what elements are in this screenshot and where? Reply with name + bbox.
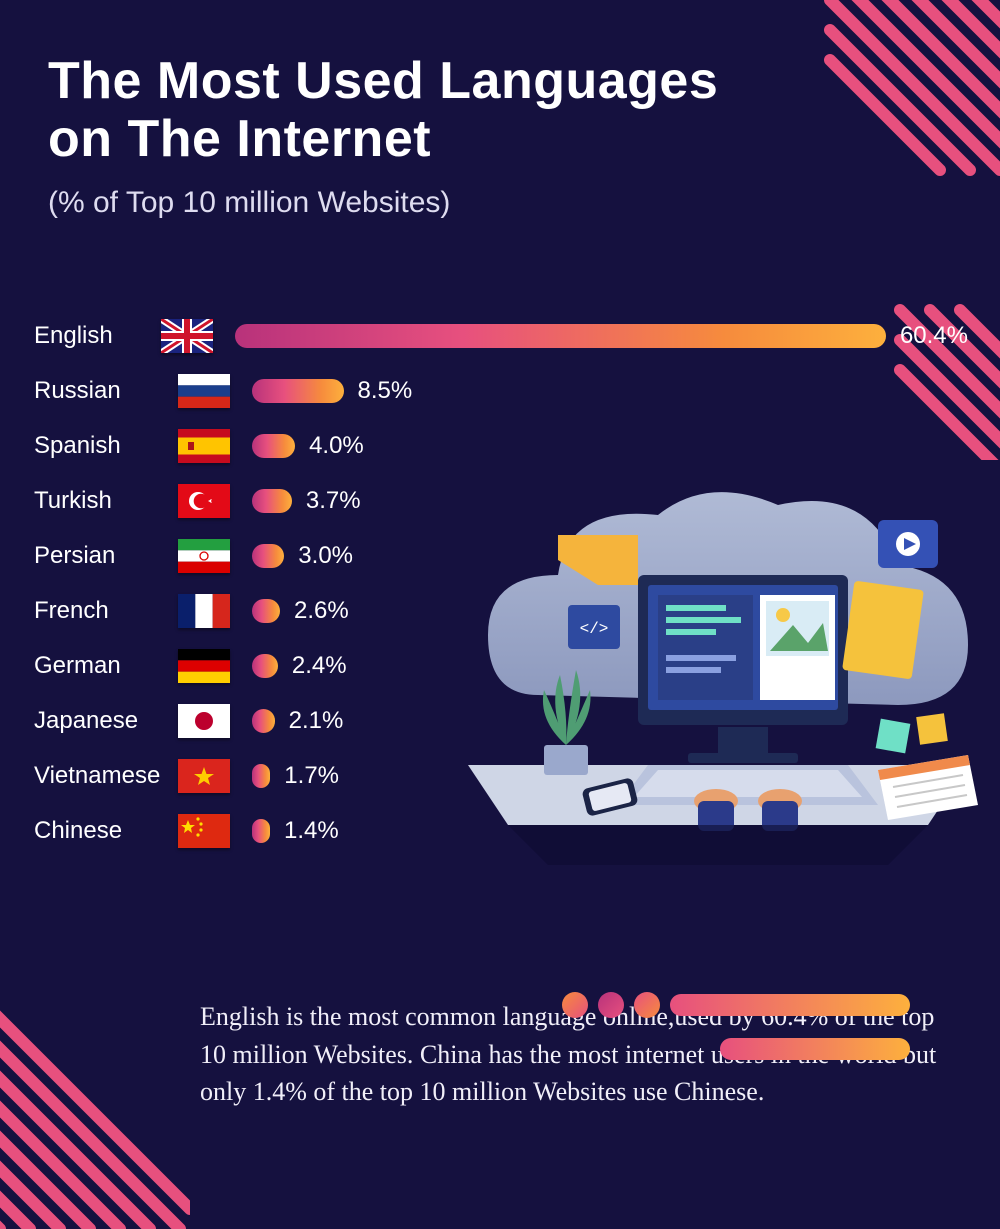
flag-icon: [178, 704, 230, 738]
bar-fill: [252, 654, 278, 678]
flag-icon: [178, 484, 230, 518]
footer-decor: [562, 992, 910, 1060]
percentage-label: 1.7%: [284, 762, 339, 790]
header: The Most Used Languages on The Internet …: [48, 52, 718, 220]
decor-dot: [634, 992, 660, 1018]
footer: English is the most common language onli…: [200, 998, 940, 1111]
decor-pill: [670, 994, 910, 1016]
language-label: Persian: [28, 542, 178, 570]
language-label: German: [28, 652, 178, 680]
svg-text:</>: </>: [580, 620, 609, 638]
bar-track: 4.0%: [252, 434, 968, 458]
percentage-label: 8.5%: [358, 377, 413, 405]
bar-fill: [235, 324, 885, 348]
bar-fill: [252, 434, 295, 458]
percentage-label: 60.4%: [900, 322, 968, 350]
language-label: Japanese: [28, 707, 178, 735]
percentage-label: 3.7%: [306, 487, 361, 515]
title-line-1: The Most Used Languages: [48, 52, 718, 110]
bar-track: 8.5%: [252, 379, 968, 403]
title-line-2: on The Internet: [48, 110, 431, 168]
page-subtitle: (% of Top 10 million Websites): [48, 186, 718, 220]
flag-icon: [161, 319, 213, 353]
flag-icon: [178, 759, 230, 793]
bar-fill: [252, 764, 270, 788]
percentage-label: 3.0%: [298, 542, 353, 570]
decor-pill: [720, 1038, 910, 1060]
language-label: French: [28, 597, 178, 625]
chart-row: English 60.4%: [28, 310, 968, 362]
page-title: The Most Used Languages on The Internet: [48, 52, 718, 168]
bar-fill: [252, 379, 344, 403]
decor-stripes-top-right: [820, 0, 1000, 180]
percentage-label: 2.1%: [289, 707, 344, 735]
flag-icon: [178, 649, 230, 683]
flag-icon: [178, 814, 230, 848]
language-label: Chinese: [28, 817, 178, 845]
language-label: Russian: [28, 377, 178, 405]
decor-dot: [598, 992, 624, 1018]
language-label: Spanish: [28, 432, 178, 460]
bar-fill: [252, 599, 280, 623]
bar-track: 60.4%: [235, 324, 968, 348]
chart-row: Russian 8.5%: [28, 365, 968, 417]
computer-illustration: </>: [448, 465, 988, 885]
decor-dot: [562, 992, 588, 1018]
decor-stripes-bottom-left: [0, 949, 190, 1229]
language-label: Turkish: [28, 487, 178, 515]
percentage-label: 2.6%: [294, 597, 349, 625]
percentage-label: 4.0%: [309, 432, 364, 460]
bar-fill: [252, 709, 275, 733]
percentage-label: 2.4%: [292, 652, 347, 680]
flag-icon: [178, 429, 230, 463]
flag-icon: [178, 539, 230, 573]
language-label: English: [28, 322, 161, 350]
bar-fill: [252, 819, 270, 843]
language-label: Vietnamese: [28, 762, 178, 790]
percentage-label: 1.4%: [284, 817, 339, 845]
infographic-canvas: The Most Used Languages on The Internet …: [0, 0, 1000, 1169]
bar-fill: [252, 544, 284, 568]
bar-fill: [252, 489, 292, 513]
flag-icon: [178, 374, 230, 408]
flag-icon: [178, 594, 230, 628]
